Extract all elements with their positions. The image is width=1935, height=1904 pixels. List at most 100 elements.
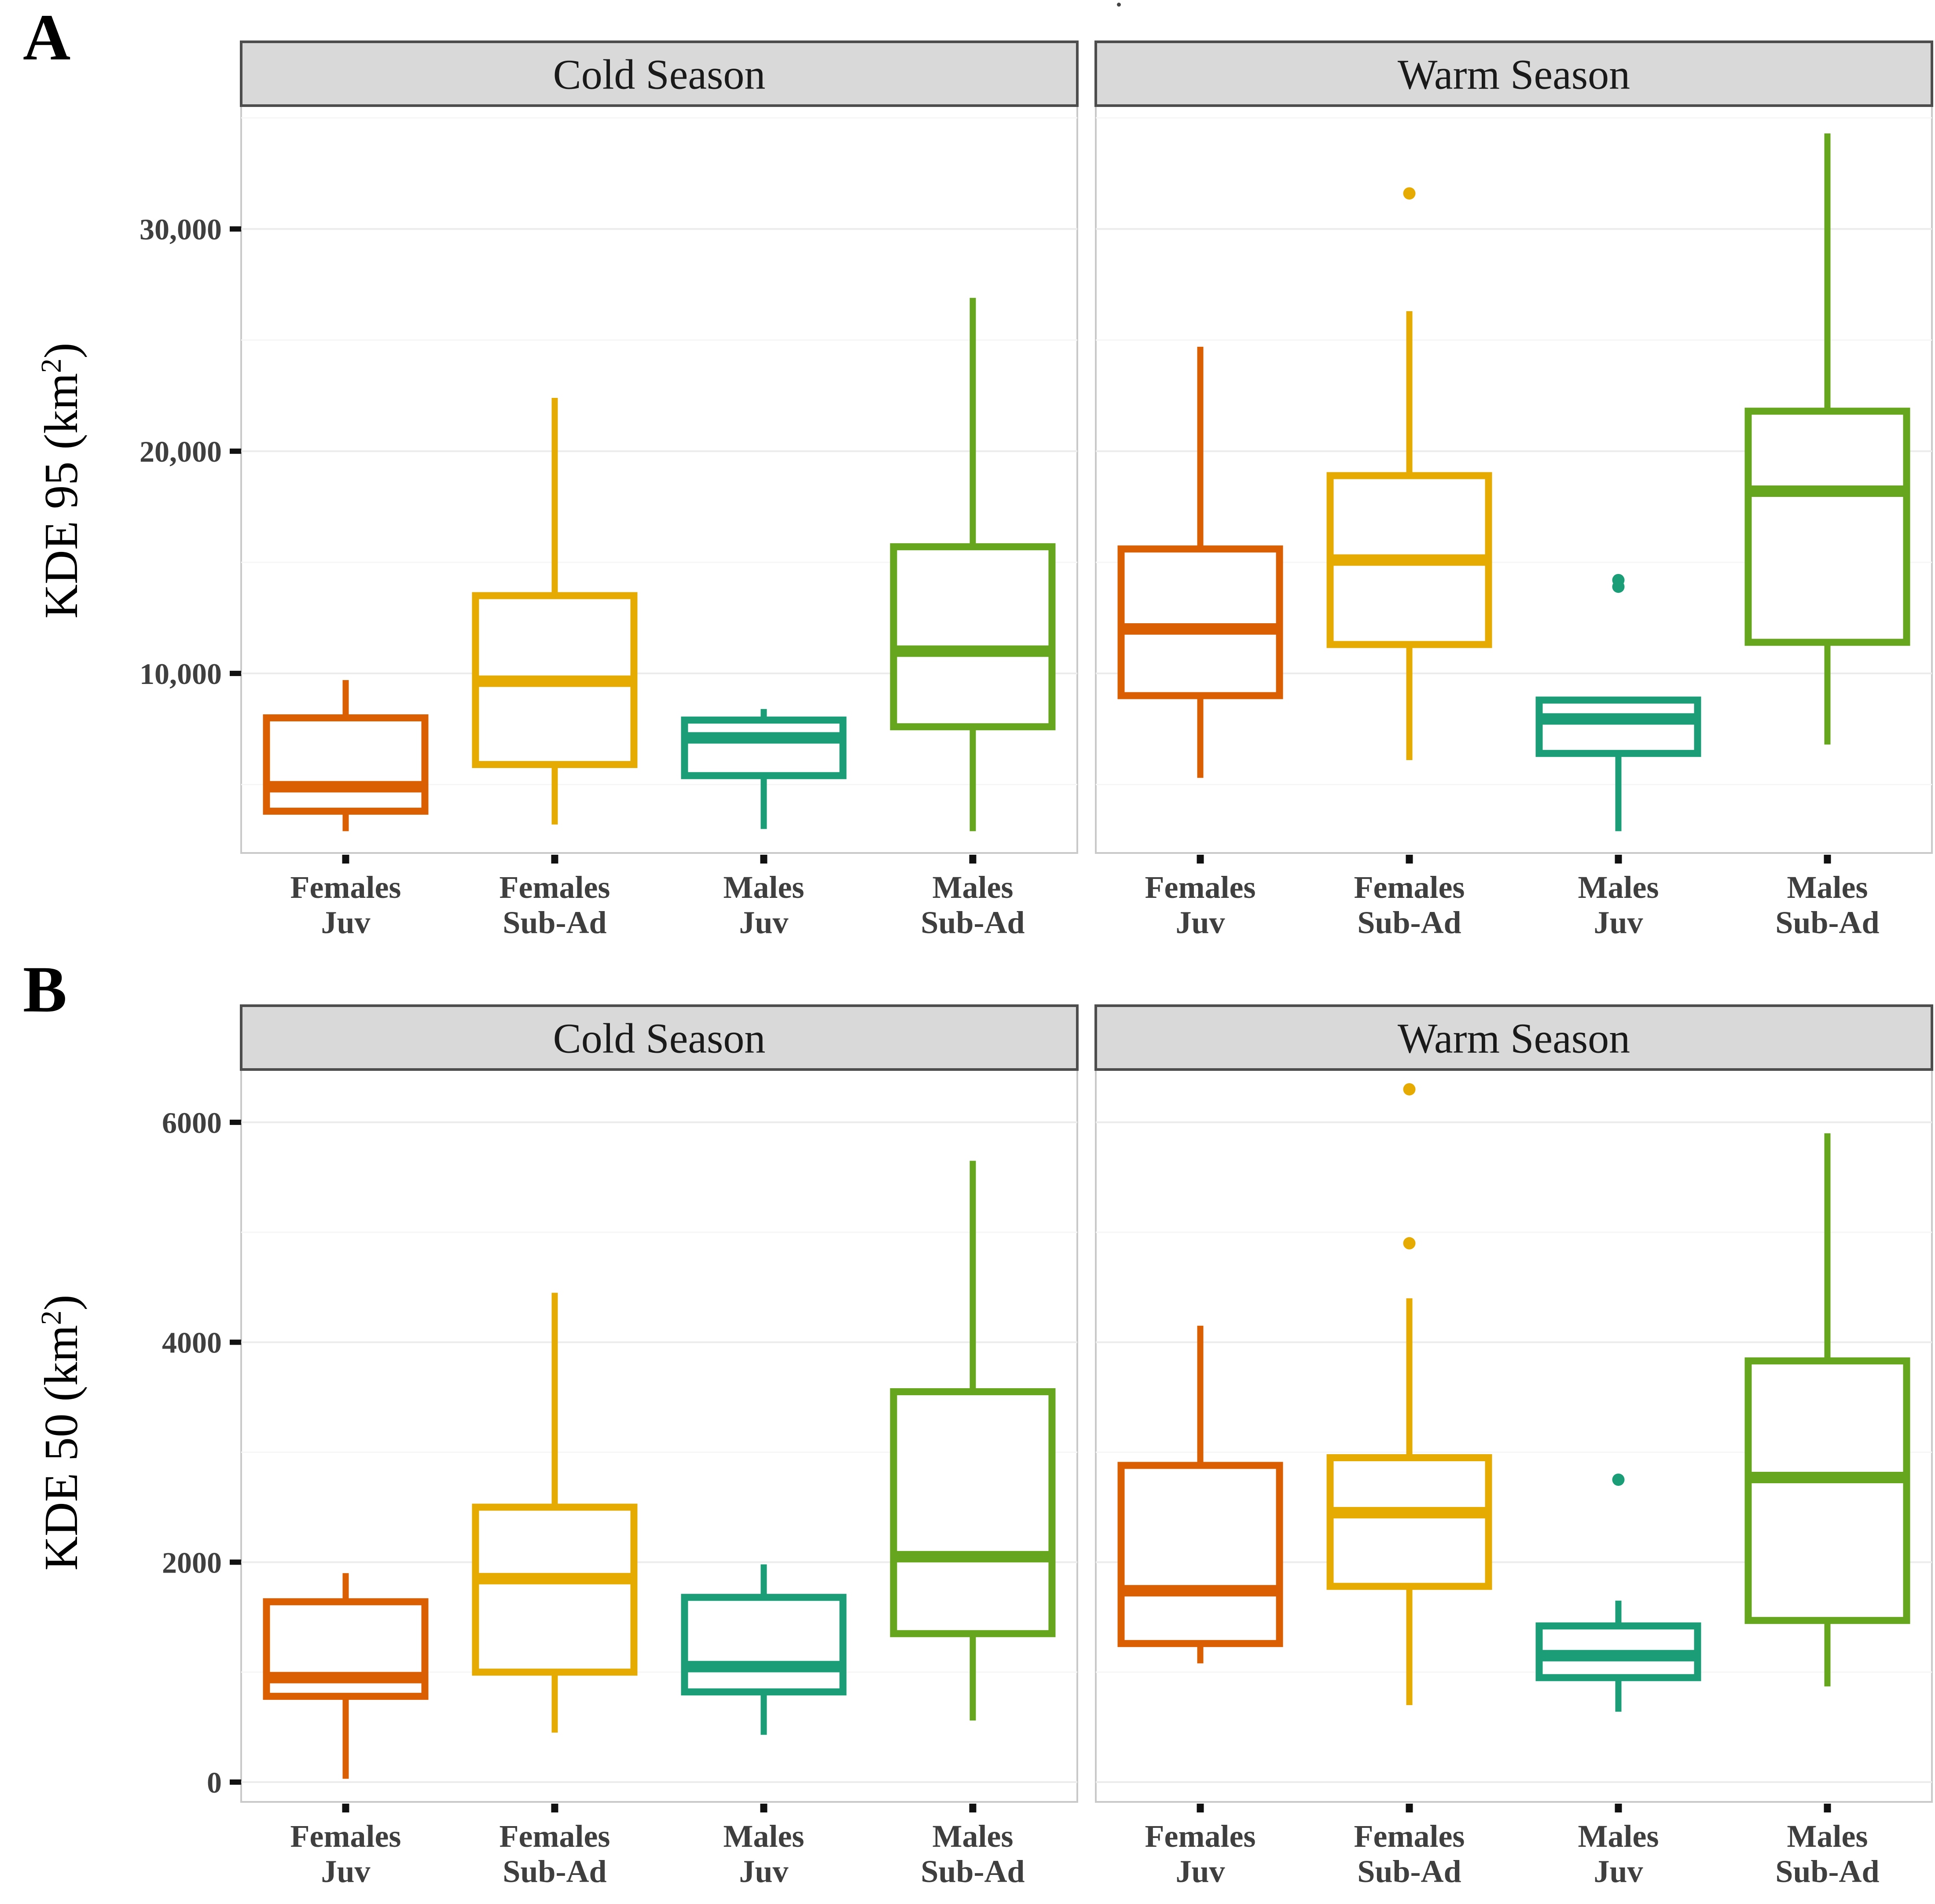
y-tick-mark — [230, 226, 241, 232]
x-axis-label-line1: Females — [499, 1819, 610, 1854]
y-tick-label: 10,000 — [140, 657, 222, 691]
outlier-point — [1403, 187, 1416, 200]
y-tick-mark — [230, 1119, 241, 1125]
x-tick-mark — [1615, 1804, 1622, 1812]
x-tick-mark — [551, 1804, 558, 1812]
x-axis-label-line1: Males — [933, 870, 1013, 905]
x-tick-mark — [1197, 855, 1204, 864]
iqr-box — [681, 717, 847, 779]
iqr-box — [1535, 696, 1701, 757]
x-tick-mark — [760, 1804, 767, 1812]
x-tick-mark — [1824, 855, 1831, 864]
outlier-point — [1403, 1083, 1416, 1095]
iqr-box — [890, 543, 1056, 731]
x-tick-mark — [1406, 1804, 1413, 1812]
x-tick-mark — [1824, 1804, 1831, 1812]
x-axis-label-line1: Females — [290, 870, 401, 905]
x-axis-label-line1: Males — [723, 870, 804, 905]
panel-b-block: B KDE 50 (km2) Cold Season 0 2000 4000 6000 F… — [0, 952, 1935, 1904]
x-axis-label-line1: Females — [499, 870, 610, 905]
y-tick-label: 6000 — [162, 1106, 222, 1139]
iqr-box — [472, 1503, 638, 1676]
x-tick-mark — [760, 855, 767, 864]
boxplot-females-juv — [1117, 1326, 1283, 1664]
iqr-box — [1744, 1357, 1910, 1624]
x-axis-label-line2: Juv — [1594, 1854, 1643, 1889]
x-axis-label-line2: Sub-Ad — [1357, 1854, 1461, 1889]
y-tick-label: 2000 — [162, 1546, 222, 1579]
x-axis-label-line1: Males — [723, 1819, 804, 1854]
outlier-point — [1403, 1237, 1416, 1250]
x-axis-label-line1: Females — [1354, 1819, 1465, 1854]
x-axis-label-line2: Juv — [321, 905, 370, 940]
y-tick-label: 20,000 — [140, 435, 222, 468]
x-axis-label-line1: Males — [1578, 870, 1659, 905]
boxplot-males-juv — [1535, 1473, 1701, 1712]
iqr-box — [681, 1594, 847, 1696]
outlier-point — [1612, 1473, 1625, 1486]
facet-strip-label: Warm Season — [1398, 51, 1630, 98]
x-axis-label-line2: Juv — [1175, 905, 1225, 940]
x-tick-mark — [969, 855, 977, 864]
stray-dot — [1117, 3, 1121, 7]
x-axis-label-line1: Males — [1578, 1819, 1659, 1854]
x-axis-label-line2: Juv — [739, 905, 788, 940]
iqr-box — [1744, 408, 1910, 646]
panel-letter-a: A — [23, 1, 71, 74]
x-axis-label-line2: Sub-Ad — [503, 905, 606, 940]
outlier-point — [1612, 573, 1625, 586]
facet-strip-label: Cold Season — [553, 1015, 766, 1062]
iqr-box — [1117, 545, 1283, 699]
x-tick-mark — [1197, 1804, 1204, 1812]
y-tick-label: 30,000 — [140, 213, 222, 246]
y-tick-mark — [230, 1779, 241, 1785]
x-axis-label-line1: Males — [1787, 870, 1868, 905]
y-tick-mark — [230, 1559, 241, 1565]
boxplot-males-subad — [890, 1161, 1056, 1721]
y-tick-label: 0 — [207, 1766, 222, 1799]
boxplot-males-subad — [1744, 133, 1910, 745]
iqr-box — [263, 714, 429, 815]
y-tick-label: 4000 — [162, 1326, 222, 1360]
x-tick-mark — [342, 1804, 349, 1812]
x-axis-label-line2: Juv — [1175, 1854, 1225, 1889]
facet-strip — [1094, 1004, 1933, 1071]
boxplot-males-juv — [681, 709, 847, 829]
facet-strip — [240, 1004, 1079, 1071]
x-axis-label-line1: Females — [290, 1819, 401, 1854]
iqr-box — [1326, 1454, 1492, 1590]
x-axis-label-line2: Sub-Ad — [1357, 905, 1461, 940]
x-axis-label-line1: Females — [1145, 870, 1256, 905]
boxplot-females-subad — [1326, 1083, 1492, 1706]
boxplot-females-juv — [1117, 346, 1283, 778]
boxplot-females-juv — [263, 1573, 429, 1779]
x-axis-label-line1: Males — [1787, 1819, 1868, 1854]
x-axis-label-line2: Juv — [739, 1854, 788, 1889]
facet-strip — [1094, 40, 1933, 107]
y-tick-mark — [230, 1339, 241, 1345]
boxplot-females-juv — [263, 680, 429, 831]
boxplot-males-juv — [681, 1564, 847, 1735]
x-axis-label-line1: Females — [1354, 870, 1465, 905]
x-tick-mark — [969, 1804, 977, 1812]
x-axis-label-line2: Sub-Ad — [1775, 905, 1879, 940]
x-tick-mark — [342, 855, 349, 864]
y-tick-mark — [230, 448, 241, 454]
boxplot-males-juv — [1535, 573, 1701, 831]
boxplot-kde50: Cold Season 0 2000 4000 6000 Females Juv Female… — [162, 1004, 1933, 1889]
panel-letter-b: B — [23, 953, 67, 1026]
x-axis-label-line1: Males — [933, 1819, 1013, 1854]
boxplot-males-subad — [1744, 1133, 1910, 1687]
boxplot-males-subad — [890, 298, 1056, 831]
x-tick-mark — [551, 855, 558, 864]
x-tick-mark — [1615, 855, 1622, 864]
boxplot-females-subad — [472, 397, 638, 825]
x-axis-label-line2: Sub-Ad — [921, 1854, 1024, 1889]
x-axis-label-line2: Sub-Ad — [921, 905, 1024, 940]
boxplot-females-subad — [472, 1293, 638, 1733]
facet-strip-label: Warm Season — [1398, 1015, 1630, 1062]
facet-strip-label: Cold Season — [553, 51, 766, 98]
x-axis-label-line2: Juv — [1594, 905, 1643, 940]
iqr-box — [1117, 1462, 1283, 1647]
facet-strip — [240, 40, 1079, 107]
